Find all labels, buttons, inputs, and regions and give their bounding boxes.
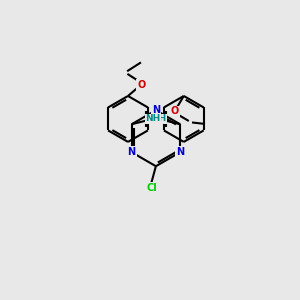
Text: Cl: Cl (146, 183, 157, 193)
Text: O: O (137, 80, 146, 90)
Text: O: O (171, 106, 179, 116)
Text: NH: NH (151, 114, 166, 123)
Text: NH: NH (145, 114, 160, 123)
Text: N: N (176, 147, 184, 157)
Text: N: N (152, 105, 160, 115)
Text: N: N (128, 147, 136, 157)
